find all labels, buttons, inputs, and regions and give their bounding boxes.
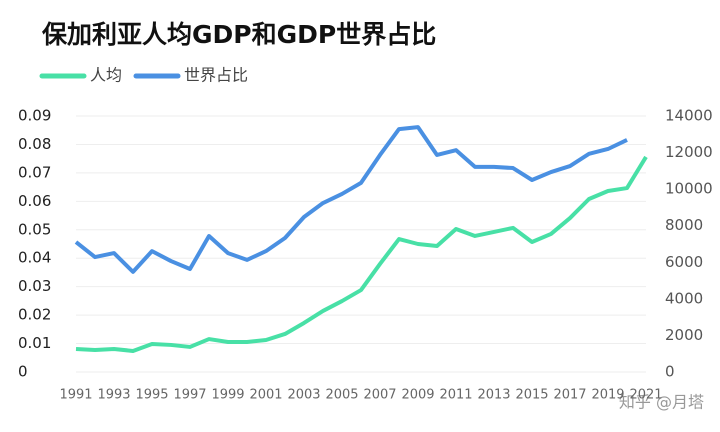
x-tick-label: 2005 xyxy=(325,388,358,403)
x-tick-label: 1991 xyxy=(59,388,92,403)
x-tick-label: 2011 xyxy=(439,388,472,403)
y2-tick-label: 14000 xyxy=(665,107,713,125)
y-tick-label: 0 xyxy=(18,363,28,381)
x-tick-label: 2009 xyxy=(401,388,434,403)
y-tick-label: 0.06 xyxy=(18,192,51,210)
legend-label: 世界占比 xyxy=(184,66,248,85)
y2-tick-label: 10000 xyxy=(665,180,713,198)
y2-tick-label: 4000 xyxy=(665,289,703,307)
y-tick-label: 0.04 xyxy=(18,249,51,267)
x-tick-label: 2019 xyxy=(591,388,624,403)
y2-tick-label: 12000 xyxy=(665,143,713,161)
y-tick-label: 0.01 xyxy=(18,334,51,352)
chart-title: 保加利亚人均GDP和GDP世界占比 xyxy=(41,20,436,49)
y2-tick-label: 6000 xyxy=(665,253,703,271)
x-tick-label: 1993 xyxy=(97,388,130,403)
legend-label: 人均 xyxy=(90,66,122,85)
y-tick-label: 0.03 xyxy=(18,277,51,295)
y-tick-label: 0.08 xyxy=(18,135,51,153)
y2-tick-label: 8000 xyxy=(665,216,703,234)
y2-tick-label: 2000 xyxy=(665,326,703,344)
y-tick-label: 0.02 xyxy=(18,306,51,324)
x-tick-label: 2001 xyxy=(249,388,282,403)
x-tick-label: 2003 xyxy=(287,388,320,403)
y-tick-label: 0.05 xyxy=(18,220,51,238)
series-line xyxy=(75,155,648,353)
y-tick-label: 0.07 xyxy=(18,163,51,181)
x-tick-label: 2015 xyxy=(515,388,548,403)
y2-tick-label: 0 xyxy=(665,363,675,381)
watermark: 知乎 @月塔 xyxy=(619,393,704,412)
x-tick-label: 2017 xyxy=(553,388,586,403)
x-tick-label: 2007 xyxy=(363,388,396,403)
x-tick-label: 2021 xyxy=(629,388,662,403)
x-tick-label: 1995 xyxy=(135,388,168,403)
y-tick-label: 0.09 xyxy=(18,107,51,125)
x-tick-label: 1999 xyxy=(211,388,244,403)
series-line xyxy=(74,125,628,274)
x-tick-label: 2013 xyxy=(477,388,510,403)
x-tick-label: 1997 xyxy=(173,388,206,403)
